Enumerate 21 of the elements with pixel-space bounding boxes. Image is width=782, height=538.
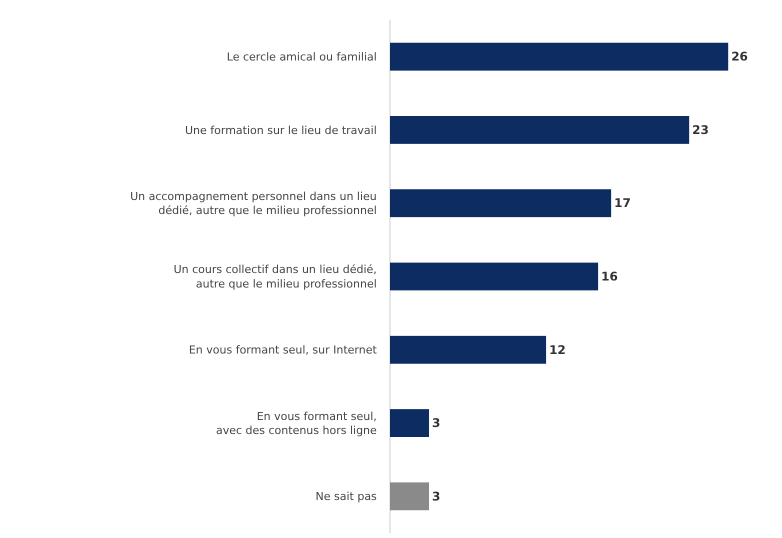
data-label: 17: [614, 196, 631, 210]
data-label: 23: [692, 122, 709, 137]
bar: [390, 189, 612, 218]
data-label: 26: [731, 50, 748, 64]
bar: [390, 262, 598, 290]
data-label: 12: [549, 342, 566, 357]
y-tick-label: En vous formant seul, sur Internet: [188, 344, 378, 357]
y-tick-label: Un accompagnement personnel dans un lieu dédié, autre que le milieu professionnel: [130, 190, 377, 218]
y-tick-label: Le cercle amical ou familial: [226, 50, 377, 64]
data-label: 3: [432, 489, 440, 504]
bar: [390, 482, 430, 510]
bar: [390, 409, 430, 437]
bar: [390, 116, 690, 144]
y-tick-label: Une formation sur le lieu de travail: [184, 124, 377, 137]
bar: [390, 336, 546, 364]
bar: [390, 42, 728, 71]
data-label: 16: [601, 270, 618, 284]
y-tick-label: Un cours collectif dans un lieu dédié, autre que le milieu professionnel: [174, 263, 377, 290]
y-tick-label: En vous formant seul, avec des contenus hors ligne: [216, 410, 378, 438]
y-tick-label: Ne sait pas: [316, 490, 378, 504]
data-label: 3: [432, 416, 440, 430]
